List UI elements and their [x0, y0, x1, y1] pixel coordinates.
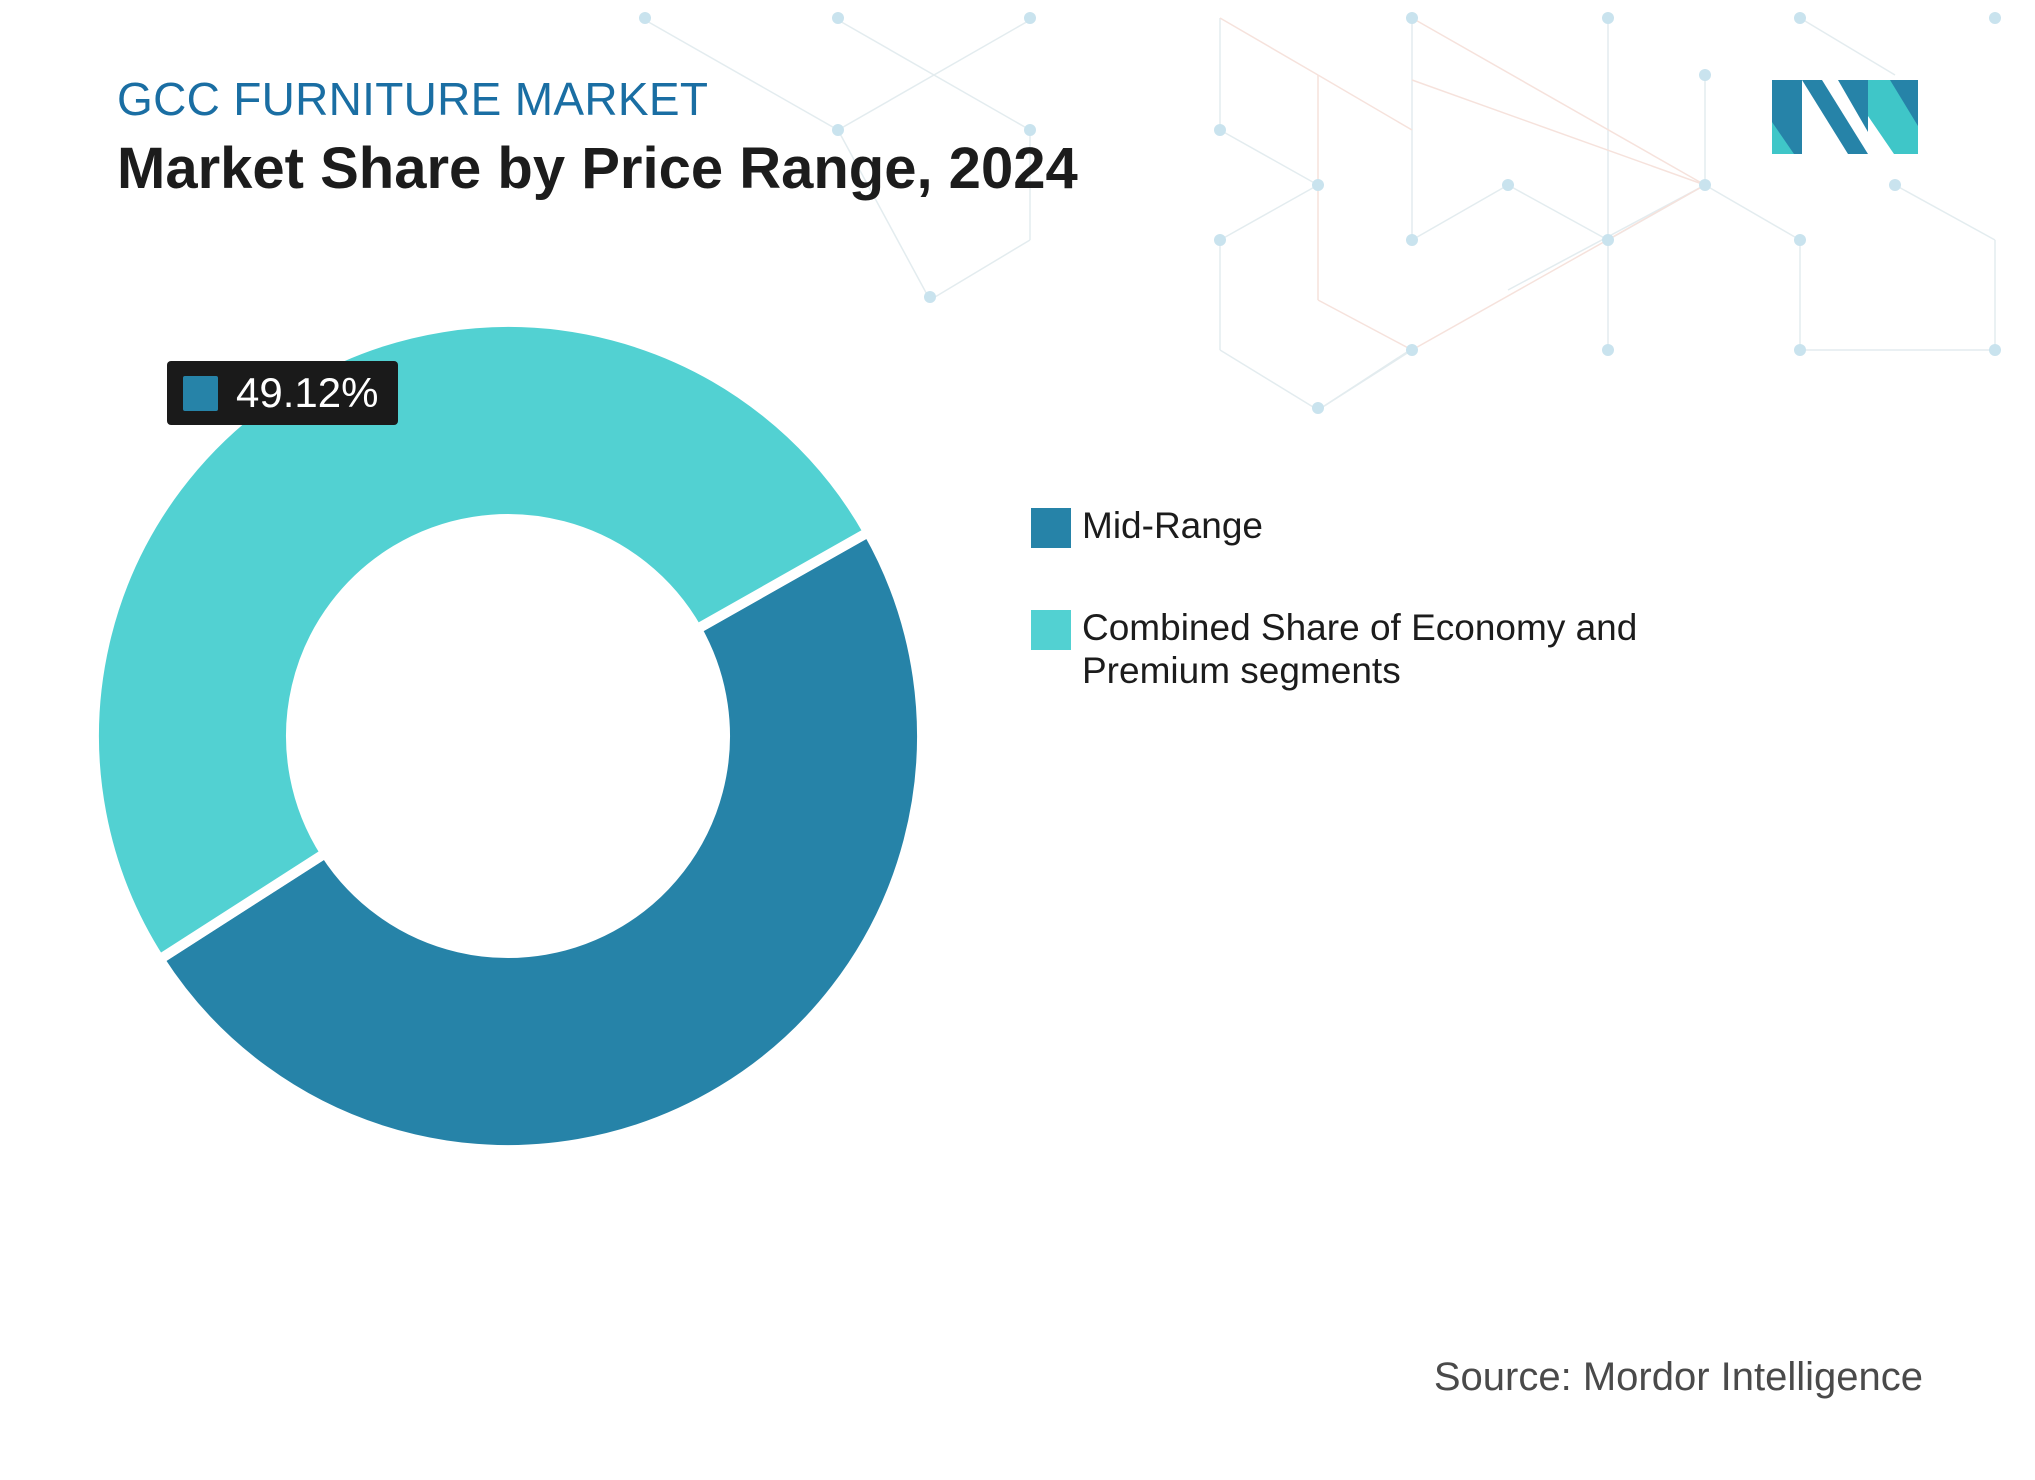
donut-slice-economy-premium — [88, 316, 876, 967]
data-label-mid-range: 49.12% — [236, 369, 379, 416]
report-eyebrow: GCC FURNITURE MARKET — [117, 73, 709, 125]
donut-slice-mid-range — [152, 525, 927, 1155]
legend-label: Combined Share of Economy and Premium se… — [1082, 607, 1638, 691]
legend-label: Mid-Range — [1082, 505, 1263, 546]
callout-swatch — [183, 375, 218, 411]
legend-swatch-economy-premium — [1031, 610, 1071, 650]
legend-item-economy-premium: Combined Share of Economy and Premium se… — [1031, 606, 1722, 692]
source-note: Source: Mordor Intelligence — [1433, 1355, 1923, 1399]
data-label-callout: 49.12% — [167, 361, 398, 425]
mordor-intelligence-logo-icon — [1772, 80, 1918, 154]
legend-swatch-mid-range — [1031, 508, 1071, 548]
chart-title: Market Share by Price Range, 2024 — [117, 136, 1078, 201]
legend-item-mid-range: Mid-Range — [1031, 504, 1722, 548]
